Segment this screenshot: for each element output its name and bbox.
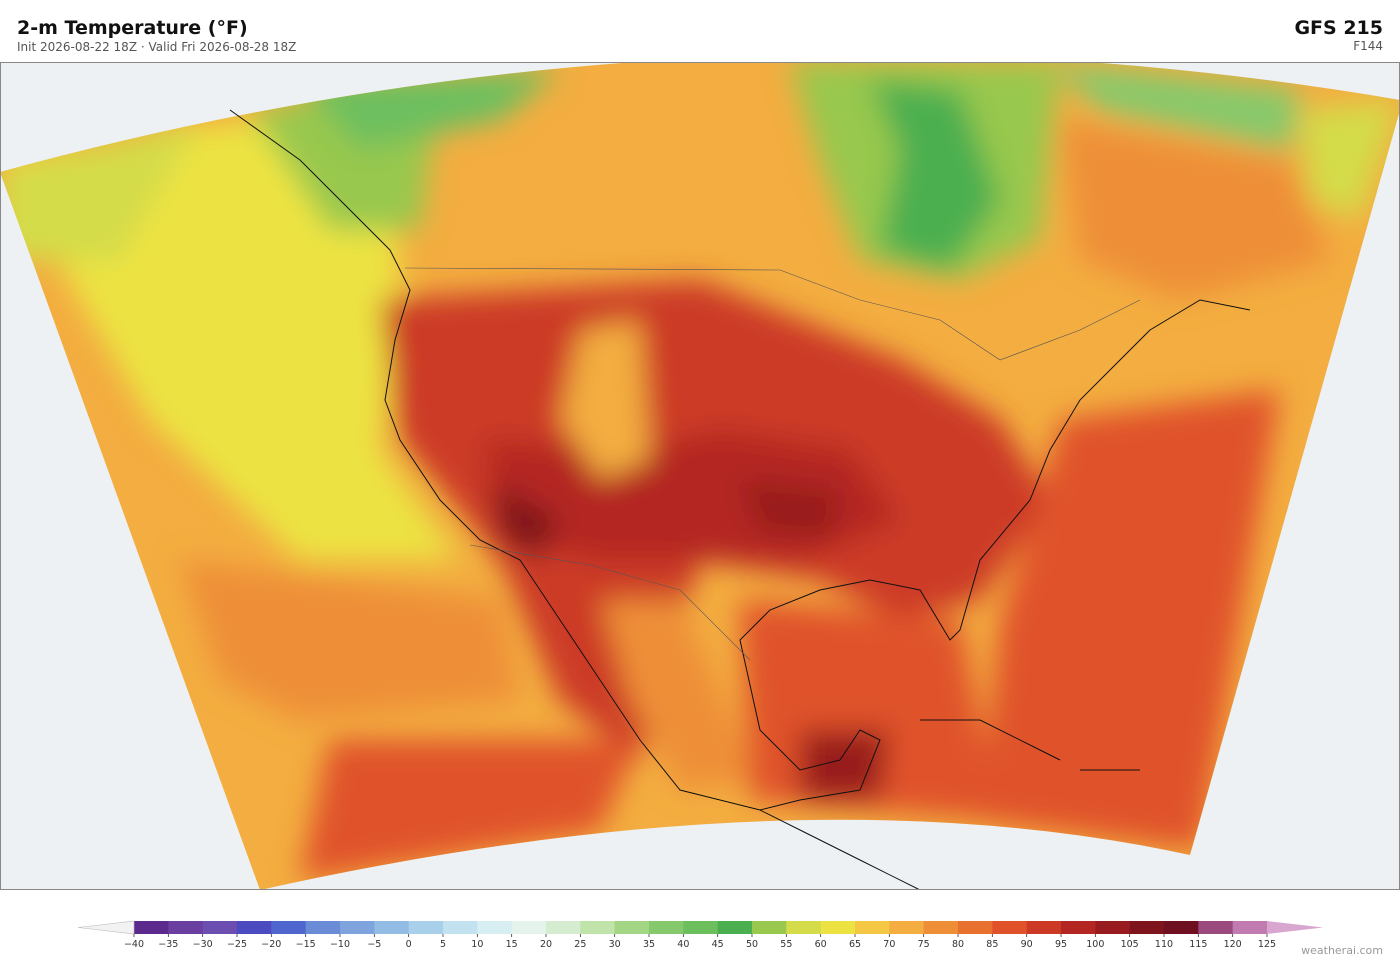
colorbar-segment (992, 921, 1028, 934)
colorbar-tick-label: −15 (296, 939, 316, 950)
colorbar-segment (958, 921, 993, 934)
colorbar-segment (1095, 921, 1131, 934)
colorbar-tick-label: 25 (574, 939, 586, 950)
colorbar-segment (786, 921, 822, 934)
colorbar-segment (1129, 921, 1165, 934)
colorbar-tick-label: 20 (540, 939, 552, 950)
colorbar-tick-label: 65 (849, 939, 861, 950)
colorbar: −40 −35 −30 −25 −20 −15 −10 −5 0 5 10 15 20 25 30 35 40 4… (77, 920, 1323, 950)
colorbar-segment (237, 921, 272, 934)
colorbar-segment (408, 921, 444, 934)
colorbar-segment (305, 921, 341, 934)
colorbar-tick-label: −40 (124, 939, 144, 950)
colorbar-tick-label: 75 (918, 939, 930, 950)
colorbar-segment (168, 921, 204, 934)
watermark: weatherai.com (1301, 944, 1383, 957)
colorbar-segment (889, 921, 925, 934)
colorbar-segment (649, 921, 684, 934)
colorbar-segment (1198, 921, 1234, 934)
colorbar-tick-label: 60 (815, 939, 827, 950)
map-title: 2-m Temperature (°F) (17, 17, 248, 39)
forecast-hour: F144 (1353, 39, 1383, 53)
colorbar-tick-label: −30 (193, 939, 213, 950)
colorbar-segment (923, 921, 959, 934)
colorbar-tick-label: −35 (158, 939, 178, 950)
colorbar-segment (546, 921, 581, 934)
colorbar-tick-label: 120 (1224, 939, 1242, 950)
colorbar-segment (340, 921, 375, 934)
colorbar-tick-label: 0 (406, 939, 412, 950)
colorbar-tick-label: −10 (330, 939, 350, 950)
colorbar-extend-low (77, 920, 135, 935)
colorbar-tick-label: −25 (227, 939, 247, 950)
map-subtitle: Init 2026-08-22 18Z · Valid Fri 2026-08-… (17, 40, 296, 54)
colorbar-tick-label: 15 (506, 939, 518, 950)
colorbar-segment (271, 921, 307, 934)
colorbar-tick-label: 105 (1121, 939, 1139, 950)
colorbar-segment (202, 921, 238, 934)
colorbar-segment (443, 921, 478, 934)
colorbar-tick-label: −5 (367, 939, 381, 950)
colorbar-tick-label: 45 (712, 939, 724, 950)
colorbar-tick-label: 70 (883, 939, 895, 950)
colorbar-tick-label: −20 (261, 939, 281, 950)
colorbar-tick-label: 90 (1021, 939, 1033, 950)
colorbar-segment (1232, 921, 1268, 934)
colorbar-tick-label: 5 (440, 939, 446, 950)
colorbar-tick-label: 30 (609, 939, 621, 950)
colorbar-tick-label: 85 (986, 939, 998, 950)
colorbar-segment (511, 921, 547, 934)
colorbar-tick-label: 100 (1086, 939, 1104, 950)
colorbar-tick-label: 50 (746, 939, 758, 950)
colorbar-tick-label: 95 (1055, 939, 1067, 950)
colorbar-segment (1061, 921, 1096, 934)
borders (404, 267, 1141, 661)
colorbar-segment (477, 921, 513, 934)
colorbar-segment (374, 921, 410, 934)
colorbar-tick-label: 125 (1258, 939, 1276, 950)
colorbar-segment (1026, 921, 1062, 934)
colorbar-segment (683, 921, 719, 934)
coastlines (229, 109, 1251, 890)
colorbar-extend-high (1267, 921, 1323, 934)
colorbar-segment (820, 921, 856, 934)
colorbar-segment (855, 921, 890, 934)
colorbar-segment (614, 921, 650, 934)
colorbar-segment (580, 921, 616, 934)
colorbar-tick-label: 10 (471, 939, 483, 950)
colorbar-tick-label: 115 (1189, 939, 1207, 950)
colorbar-segment (1164, 921, 1199, 934)
colorbar-tick-label: 35 (643, 939, 655, 950)
model-name: GFS 215 (1294, 17, 1383, 39)
colorbar-segment (752, 921, 787, 934)
colorbar-tick-label: 80 (952, 939, 964, 950)
colorbar-tick-label: 55 (780, 939, 792, 950)
colorbar-segment (134, 921, 169, 934)
colorbar-tick-label: 40 (677, 939, 689, 950)
colorbar-tick-label: 110 (1155, 939, 1173, 950)
colorbar-segment (717, 921, 753, 934)
